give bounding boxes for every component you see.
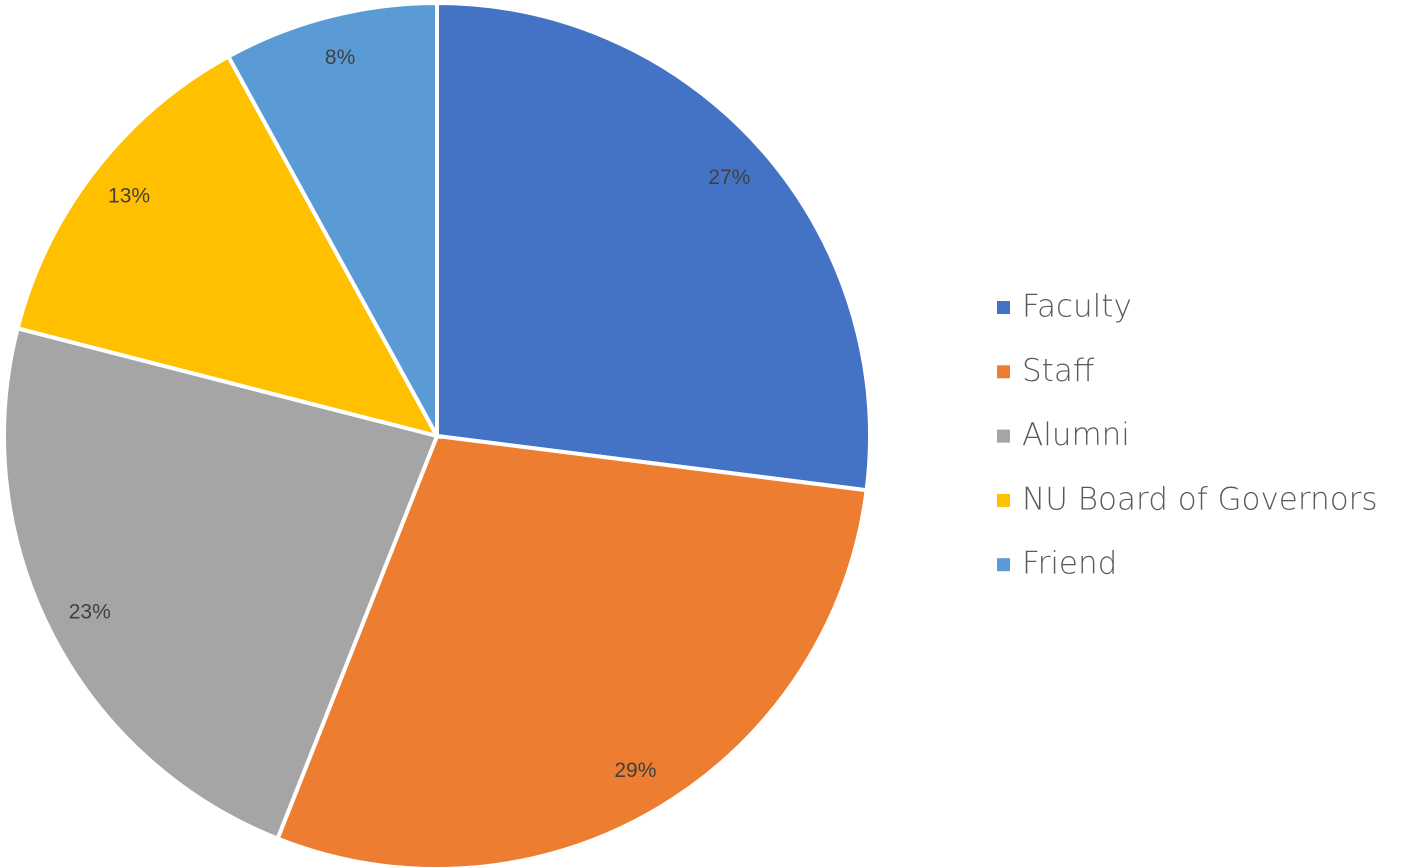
legend-swatch: [997, 493, 1010, 507]
legend-label: Staff: [1022, 353, 1095, 389]
legend-label: Faculty: [1022, 289, 1132, 325]
pie-slice: [435, 0, 872, 493]
legend-label: NU Board of Governors: [1022, 481, 1378, 517]
pie-slice: [2, 325, 440, 842]
legend-swatch: [997, 558, 1010, 572]
legend-label: Alumni: [1022, 417, 1130, 453]
data-label: 13%: [108, 185, 150, 208]
pie-slice: [225, 0, 439, 437]
legend-label: Friend: [1022, 546, 1117, 582]
data-label: 27%: [708, 166, 750, 189]
legend-swatch: [997, 429, 1010, 443]
legend-swatch: [997, 301, 1010, 314]
data-label: 29%: [614, 759, 656, 782]
pie-slice: [275, 433, 869, 868]
data-label: 8%: [325, 46, 355, 69]
legend-swatch: [997, 365, 1010, 379]
pie-slice: [15, 53, 441, 440]
data-label: 23%: [69, 600, 111, 623]
